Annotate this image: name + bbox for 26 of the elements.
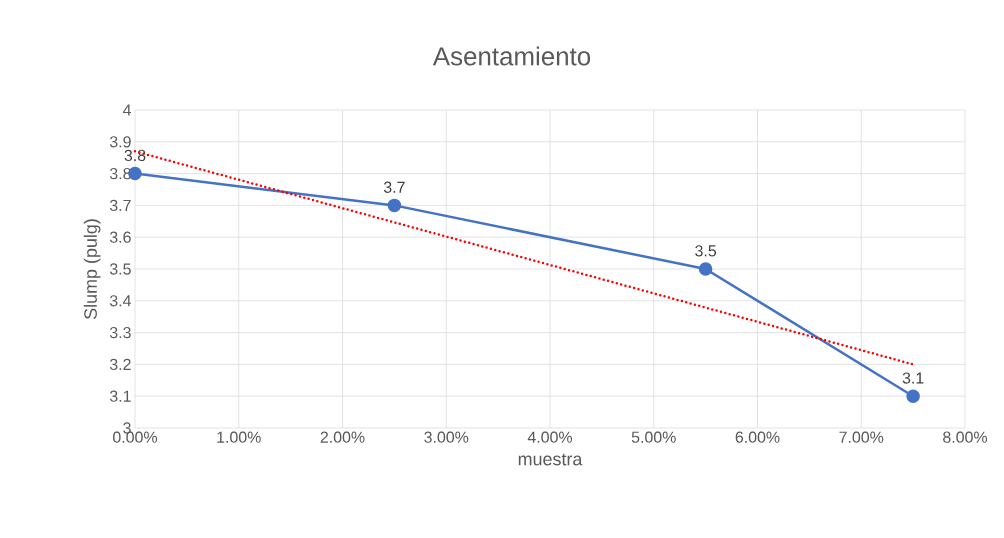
point	[698, 262, 713, 276]
x-tick-label: 8.00%	[943, 431, 988, 443]
data-label: 3.1	[902, 372, 924, 384]
y-tick-label: 3.1	[109, 390, 131, 402]
y-tick-label: 3.3	[109, 326, 131, 339]
y-tick-label: 3.4	[109, 295, 132, 307]
x-tick-label: 3.00%	[424, 431, 469, 443]
chart-title: Asentamiento	[432, 46, 591, 66]
x-tick-label: 2.00%	[320, 431, 365, 443]
x-tick-label: 6.00%	[735, 431, 780, 443]
y-tick-label: 3.6	[109, 231, 131, 243]
data-label: 3.7	[383, 181, 405, 193]
data-label: 3.5	[695, 245, 717, 257]
y-tick-label: 3.9	[109, 136, 131, 148]
x-tick-label: 4.00%	[527, 431, 573, 443]
x-tick-label: 1.00%	[217, 431, 261, 443]
point	[387, 198, 402, 213]
y-tick-label: 3.5	[109, 263, 131, 275]
y-axis-title: Slump (pulg)	[83, 219, 101, 320]
x-tick-label: 7.00%	[839, 431, 884, 443]
x-tick-label: 5.00%	[631, 431, 676, 443]
y-tick-label: 3.2	[109, 358, 131, 371]
y-tick-label: 3.7	[109, 199, 131, 212]
y-tick-label: 4	[122, 104, 132, 116]
point	[906, 389, 920, 403]
x-axis-title: muestra	[518, 453, 583, 466]
